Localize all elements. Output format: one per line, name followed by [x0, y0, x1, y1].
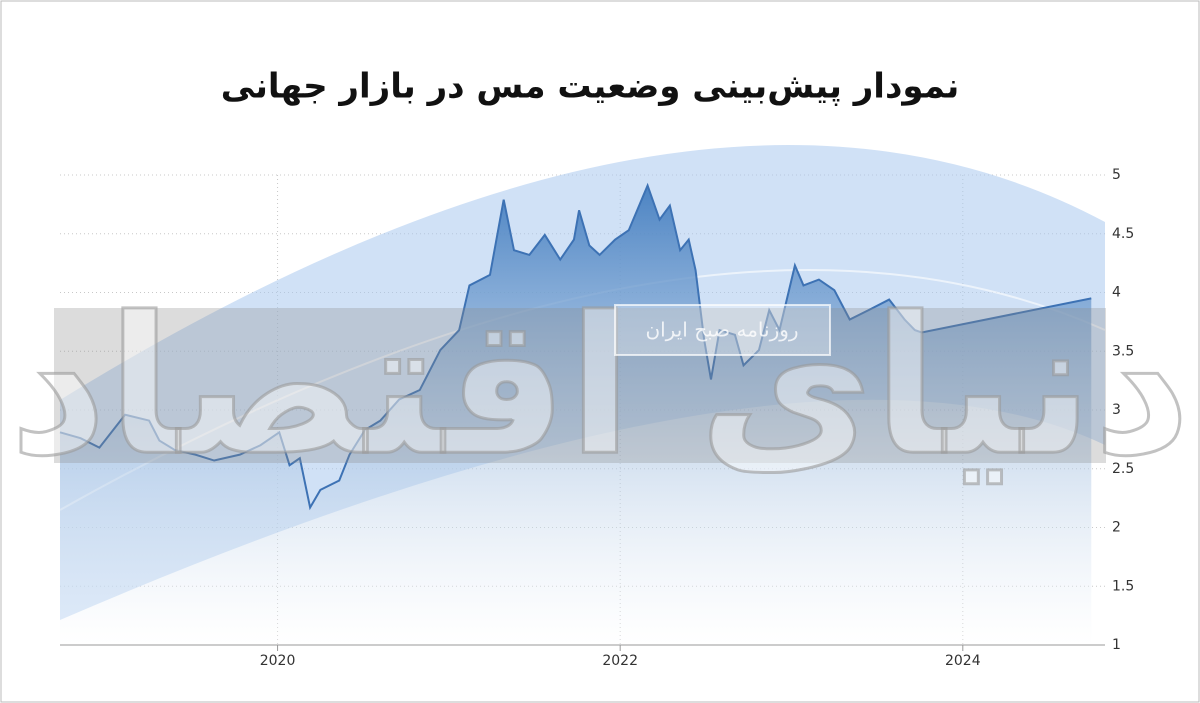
watermark-box	[614, 304, 831, 356]
y-tick-label: 3.5	[1112, 343, 1134, 359]
x-tick-label: 2022	[602, 653, 638, 669]
series	[59, 182, 1092, 645]
y-tick-label: 2	[1112, 520, 1121, 536]
y-tick-label: 4	[1112, 285, 1121, 301]
line	[59, 182, 1092, 511]
highlight-band	[54, 308, 1106, 463]
axes: 1 1.5 2 2.5 3 3.5 4 4.5 5 2020 2022 2024	[60, 167, 1134, 669]
y-tick-label: 3	[1112, 402, 1121, 418]
chart-title: نمودار پیش‌بینی وضعیت مس در بازار جهانی	[221, 67, 960, 107]
y-tick-label: 5	[1112, 167, 1121, 183]
y-tick-label: 1	[1112, 637, 1121, 653]
watermark-logo: دنیای اقتصاد	[9, 276, 1190, 497]
x-tick-label: 2024	[945, 653, 981, 669]
area	[60, 185, 1092, 645]
x-tick-label: 2020	[260, 653, 296, 669]
y-tick-label: 4.5	[1112, 226, 1134, 242]
y-tick-label: 2.5	[1112, 461, 1134, 477]
watermark-subtitle: روزنامه صبح ایران	[645, 318, 798, 342]
y-tick-label: 1.5	[1112, 578, 1134, 594]
